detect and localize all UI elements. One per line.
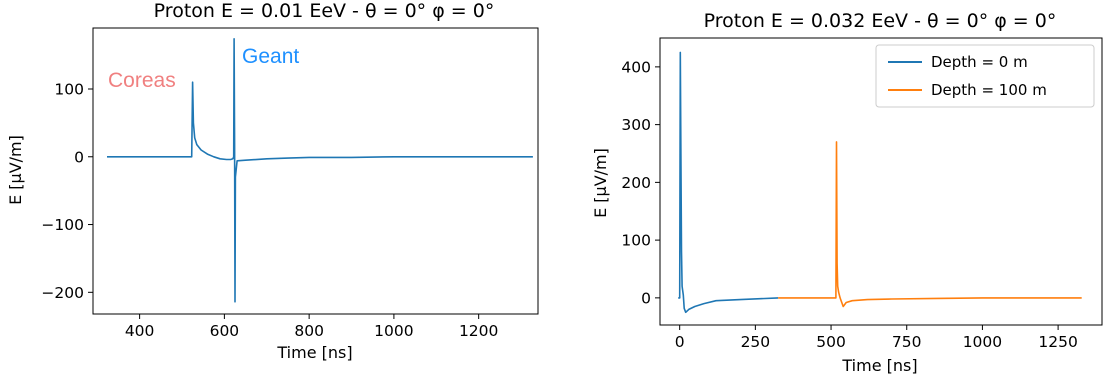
chart-right-x-ticks: 0 250 500 750 1000 1250 xyxy=(675,325,1078,351)
chart-left-plot xyxy=(107,38,533,303)
chart-right-x-label: Time [ns] xyxy=(841,356,917,375)
x-tick-label: 1000 xyxy=(374,322,413,340)
x-tick-label: 600 xyxy=(210,322,240,340)
y-tick-label: −200 xyxy=(41,284,84,302)
chart-right-y-label: E [μV/m] xyxy=(591,148,610,218)
chart-right-frame xyxy=(659,37,1103,326)
x-tick-label: 1250 xyxy=(1038,333,1077,351)
chart-left-y-ticks: 100 0 −100 −200 xyxy=(41,80,93,302)
y-tick-label: 400 xyxy=(621,58,651,76)
x-tick-label: 400 xyxy=(125,322,155,340)
y-tick-label: 0 xyxy=(641,289,651,307)
series-line-0-0 xyxy=(107,38,533,303)
chart-right: Proton E = 0.032 EeV - θ = 0° φ = 0° 0 25… xyxy=(591,10,1103,375)
y-tick-label: 0 xyxy=(74,148,84,166)
chart-left-x-label: Time [ns] xyxy=(276,343,352,362)
geant-annotation: Geant xyxy=(242,45,299,68)
series-line-1-0 xyxy=(678,51,779,314)
x-tick-label: 500 xyxy=(816,333,846,351)
y-tick-label: 100 xyxy=(621,232,651,250)
x-tick-label: 750 xyxy=(892,333,922,351)
chart-right-title: Proton E = 0.032 EeV - θ = 0° φ = 0° xyxy=(704,10,1057,32)
y-tick-label: 100 xyxy=(54,80,84,98)
series-line-1-1 xyxy=(778,141,1082,308)
chart-left-x-ticks: 400 600 800 1000 1200 xyxy=(125,314,498,340)
chart-left-frame xyxy=(92,27,539,315)
x-tick-label: 1200 xyxy=(459,322,498,340)
legend-label-depth-0: Depth = 0 m xyxy=(931,53,1028,71)
chart-left-y-label: E [μV/m] xyxy=(6,135,25,205)
chart-left: Proton E = 0.01 EeV - θ = 0° φ = 0° 400 6… xyxy=(6,0,539,362)
chart-left-title: Proton E = 0.01 EeV - θ = 0° φ = 0° xyxy=(154,0,495,22)
chart-right-y-ticks: 400 300 200 100 0 xyxy=(621,58,660,307)
coreas-annotation: Coreas xyxy=(108,69,176,92)
legend-label-depth-100: Depth = 100 m xyxy=(931,81,1047,99)
x-tick-label: 1000 xyxy=(963,333,1002,351)
y-tick-label: −100 xyxy=(41,216,84,234)
chart-right-legend: Depth = 0 m Depth = 100 m xyxy=(875,44,1095,108)
y-tick-label: 200 xyxy=(621,174,651,192)
y-tick-label: 300 xyxy=(621,116,651,134)
legend-box xyxy=(875,44,1095,108)
x-tick-label: 800 xyxy=(294,322,324,340)
x-tick-label: 250 xyxy=(741,333,771,351)
chart-right-plot xyxy=(678,51,1082,314)
x-tick-label: 0 xyxy=(675,333,685,351)
